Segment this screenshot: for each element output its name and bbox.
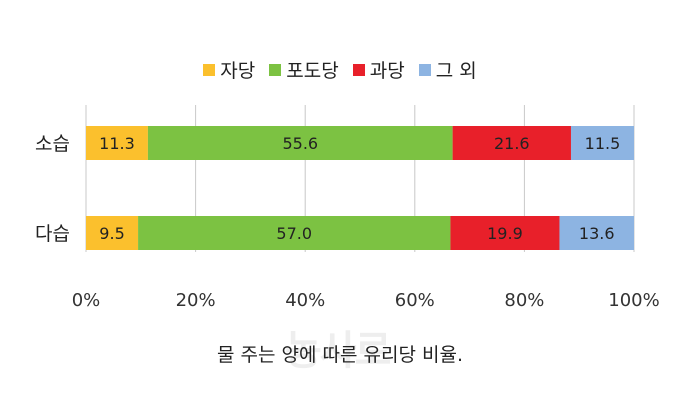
legend: 자당 포도당 과당 그 외 [0,56,680,83]
chart-caption: 물 주는 양에 따른 유리당 비율. [217,344,463,366]
legend-item-other: 그 외 [418,56,477,83]
legend-swatch-other [418,63,431,76]
bar-value-label: 11.3 [99,134,135,153]
legend-item-sucrose: 자당 [203,56,255,83]
x-tick-label: 100% [608,290,659,311]
legend-item-fructose: 과당 [352,56,405,83]
bar-segment [450,216,560,250]
bar-segment [452,126,571,160]
legend-label-sucrose: 자당 [220,60,256,82]
bar-value-label: 19.9 [487,224,523,243]
bar-segment [86,216,139,250]
category-label: 다습 [35,223,70,245]
x-tick-label: 80% [504,290,544,311]
bar-segment [570,126,634,160]
bar-value-label: 21.6 [494,134,530,153]
legend-swatch-glucose [269,63,282,76]
bar-segment [559,216,634,250]
legend-swatch-sucrose [203,63,216,76]
bar-value-label: 55.6 [282,134,318,153]
x-tick-label: 20% [176,290,216,311]
legend-label-fructose: 과당 [369,60,405,82]
legend-item-glucose: 포도당 [269,56,339,83]
x-tick-label: 40% [285,290,325,311]
bar-segment [86,126,148,160]
bar-value-label: 9.5 [99,224,124,243]
bar-value-label: 13.6 [579,224,615,243]
legend-swatch-fructose [352,63,365,76]
bar-value-label: 57.0 [276,224,312,243]
bar-segment [138,216,451,250]
bar-value-label: 11.5 [585,134,621,153]
legend-label-glucose: 포도당 [286,60,339,82]
x-tick-label: 60% [395,290,435,311]
legend-label-other: 그 외 [435,60,477,82]
bar-segment [147,126,453,160]
category-label: 소습 [35,133,70,155]
x-tick-label: 0% [72,290,101,311]
